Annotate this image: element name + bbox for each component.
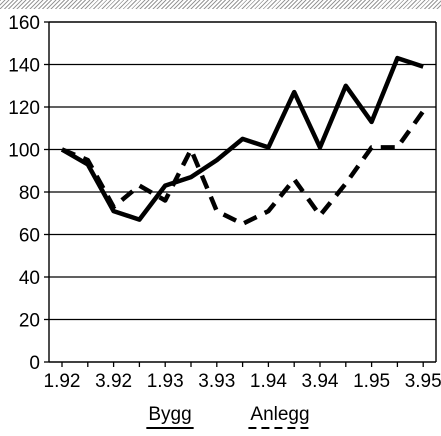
y-tick-label-80: 80 [19, 183, 40, 204]
legend: Bygg Anlegg [146, 404, 312, 429]
series-line-anlegg [61, 109, 426, 227]
x-tick-label-3.92: 3.92 [95, 371, 132, 392]
top-hatch-border [0, 0, 441, 9]
legend-label-bygg: Bygg [148, 404, 191, 425]
y-tick-label-160: 160 [8, 13, 40, 34]
x-tick-label-1.94: 1.94 [250, 371, 287, 392]
y-tick-label-140: 140 [8, 56, 40, 77]
x-axis-ticks: 1.92 3.92 1.93 3.93 1.94 3.94 1.95 3.95 [44, 362, 441, 392]
x-tick-label-1.92: 1.92 [44, 371, 81, 392]
y-tick-label-40: 40 [19, 268, 40, 289]
x-tick-label-3.95: 3.95 [405, 371, 441, 392]
series-lines [60, 55, 426, 227]
series-line-bygg [60, 55, 424, 222]
y-tick-label-60: 60 [19, 226, 40, 247]
x-tick-label-1.95: 1.95 [353, 371, 390, 392]
x-tick-label-3.93: 3.93 [198, 371, 235, 392]
legend-label-anlegg: Anlegg [250, 404, 309, 425]
y-tick-label-100: 100 [8, 141, 40, 162]
y-tick-label-0: 0 [29, 353, 40, 374]
y-tick-label-20: 20 [19, 311, 40, 332]
y-tick-label-120: 120 [8, 98, 40, 119]
x-tick-label-1.93: 1.93 [147, 371, 184, 392]
y-axis-ticks: 0 20 40 60 80 100 120 140 160 [8, 13, 49, 374]
x-tick-label-3.94: 3.94 [302, 371, 339, 392]
